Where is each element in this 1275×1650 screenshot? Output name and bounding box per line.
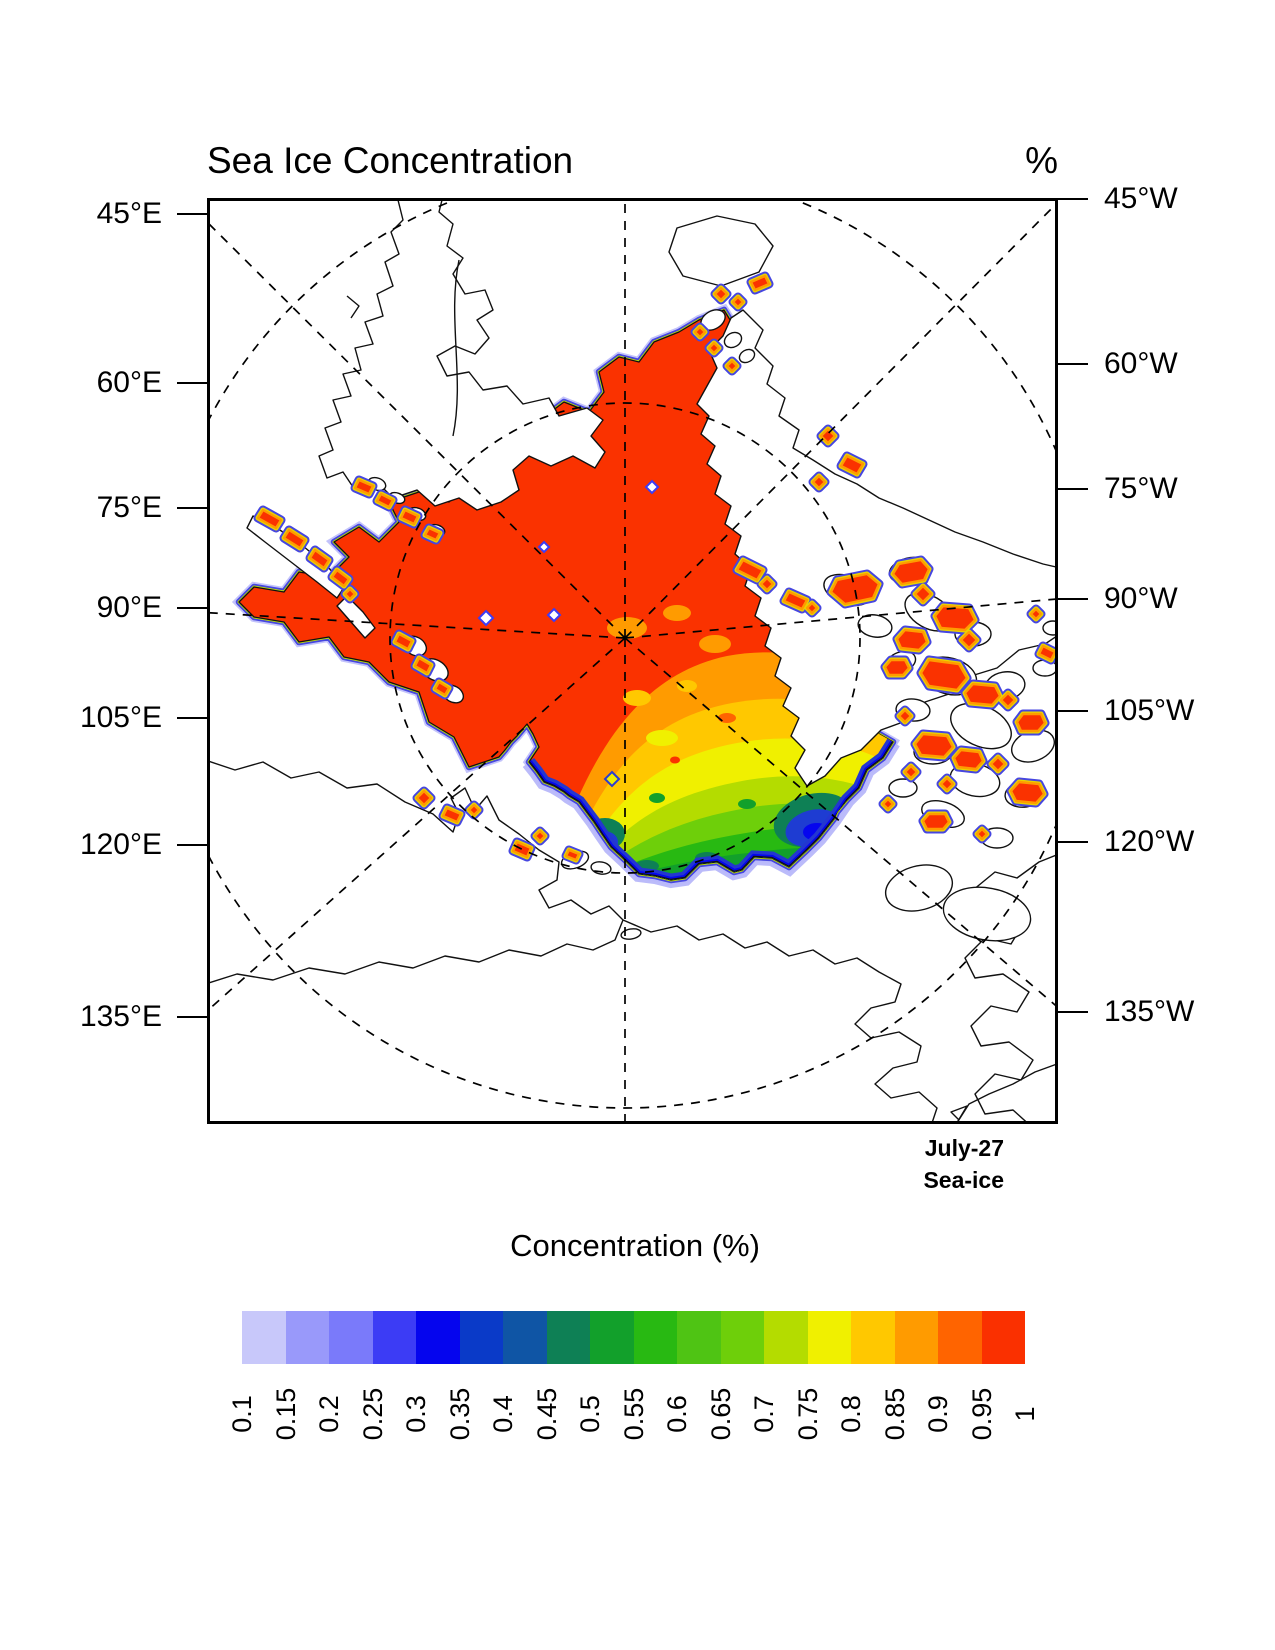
colorbar-tick-label: 0.4 <box>488 1395 518 1433</box>
left-axis-label: 45°E <box>96 197 162 230</box>
right-tick-mark <box>1058 841 1088 843</box>
coast-scandinavia <box>318 198 606 511</box>
colorbar-tick-label: 0.35 <box>444 1387 475 1441</box>
graticule <box>207 198 1058 1124</box>
coast-svalbard <box>693 309 756 364</box>
colorbar-tick-label: 0.45 <box>531 1387 562 1441</box>
coast-iceland <box>668 215 774 287</box>
left-axis-label: 135°E <box>79 1000 162 1033</box>
colorbar-segment <box>633 1311 677 1364</box>
right-axis-label: 135°W <box>1104 995 1195 1028</box>
colorbar-tick-label: 0.5 <box>575 1395 605 1433</box>
colorbar-segment <box>807 1311 851 1364</box>
colorbar-segment <box>329 1311 373 1364</box>
colorbar-segment <box>372 1311 416 1364</box>
colorbar-segment <box>285 1311 329 1364</box>
right-axis-label: 75°W <box>1104 472 1178 505</box>
colorbar <box>242 1311 1025 1364</box>
right-tick-mark <box>1058 1011 1088 1013</box>
left-tick-mark <box>177 382 207 384</box>
left-axis-label: 60°E <box>96 366 162 399</box>
colorbar-segment <box>242 1311 286 1364</box>
colorbar-tick-label: 0.8 <box>836 1395 866 1433</box>
colorbar-segment <box>981 1311 1025 1364</box>
colorbar-segment <box>720 1311 764 1364</box>
right-axis-label: 60°W <box>1104 347 1178 380</box>
colorbar-tick-label: 0.1 <box>227 1395 257 1433</box>
colorbar-segment <box>677 1311 721 1364</box>
left-axis-label: 75°E <box>96 491 162 524</box>
colorbar-tick-label: 0.85 <box>879 1387 910 1441</box>
map-canvas <box>207 198 1058 1124</box>
latitude-circle-80n <box>389 402 861 874</box>
coastlines <box>207 198 1058 1124</box>
colorbar-tick-label: 0.55 <box>618 1387 649 1441</box>
left-tick-mark <box>177 717 207 719</box>
left-tick-mark <box>177 213 207 215</box>
colorbar-tick-label: 0.6 <box>662 1395 692 1433</box>
left-tick-mark <box>177 1016 207 1018</box>
colorbar-tick-label: 0.25 <box>357 1387 388 1441</box>
colorbar-segment <box>851 1311 895 1364</box>
ice-holes <box>477 479 660 788</box>
left-tick-mark <box>177 507 207 509</box>
colorbar-segment <box>894 1311 938 1364</box>
colorbar-tick-label: 1 <box>1010 1406 1040 1422</box>
left-axis-label: 120°E <box>79 828 162 861</box>
right-axis-label: 105°W <box>1104 694 1195 727</box>
right-tick-mark <box>1058 488 1088 490</box>
left-axis-label: 90°E <box>96 591 162 624</box>
plot-title: Sea Ice Concentration <box>207 140 574 181</box>
colorbar-segment <box>590 1311 634 1364</box>
colorbar-tick-label: 0.3 <box>401 1395 431 1433</box>
colorbar-segment <box>503 1311 547 1364</box>
colorbar-tick-label: 0.9 <box>923 1395 953 1433</box>
date-line: July-27 <box>924 1135 1004 1161</box>
right-tick-mark <box>1058 198 1088 200</box>
colorbar-title: Concentration (%) <box>510 1228 760 1263</box>
units-label: % <box>1025 140 1058 181</box>
colorbar-segment <box>416 1311 460 1364</box>
colorbar-segment <box>546 1311 590 1364</box>
latitude-circle-70n <box>207 198 1058 1109</box>
date-annotation: July-27 Sea-ice <box>758 1132 1004 1196</box>
colorbar-segment <box>938 1311 982 1364</box>
map-frame <box>207 198 1058 1124</box>
field-line: Sea-ice <box>923 1167 1004 1193</box>
coast-siberia <box>207 759 624 985</box>
colorbar-tick-label: 0.65 <box>705 1387 736 1441</box>
right-axis-label: 45°W <box>1104 182 1178 215</box>
left-tick-mark <box>177 607 207 609</box>
right-tick-mark <box>1058 598 1088 600</box>
meridians <box>207 198 1058 1124</box>
colorbar-tick-label: 0.2 <box>314 1395 344 1433</box>
colorbar-tick-label: 0.95 <box>966 1387 997 1441</box>
right-axis-label: 90°W <box>1104 582 1178 615</box>
left-axis-label: 105°E <box>79 701 162 734</box>
colorbar-segment <box>764 1311 808 1364</box>
right-tick-mark <box>1058 710 1088 712</box>
coast-east-siberia <box>622 919 938 1124</box>
colorbar-tick-label: 0.75 <box>792 1387 823 1441</box>
colorbar-tick-label: 0.7 <box>749 1395 779 1433</box>
colorbar-segment <box>459 1311 503 1364</box>
left-tick-mark <box>177 844 207 846</box>
right-tick-mark <box>1058 363 1088 365</box>
colorbar-tick-label: 0.15 <box>270 1387 301 1441</box>
right-axis-label: 120°W <box>1104 825 1195 858</box>
